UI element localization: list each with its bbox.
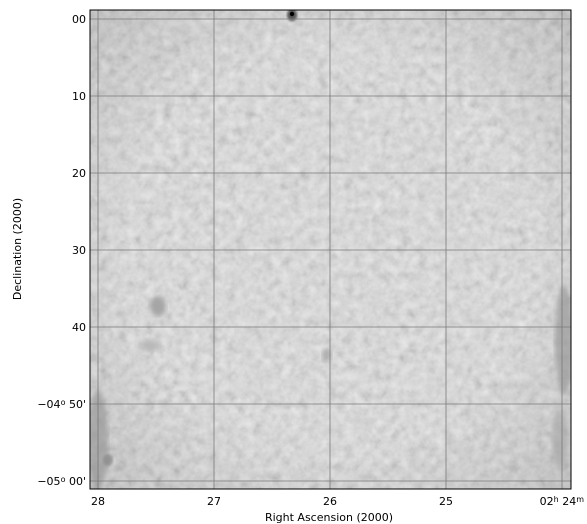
dark-blob-right-low [552,410,568,470]
y-tick-label-5: −04o 50' [37,398,86,411]
y-tick-label-0: 00 [72,13,86,26]
sky-image [90,10,571,489]
bright-source [289,11,295,17]
dark-blob-4 [103,454,113,466]
sky-image-edge-shade [90,10,571,489]
dark-blob-2 [140,339,160,351]
y-tick-label-2: 20 [72,167,86,180]
y-tick-labels: 00 10 20 30 40 −04o 50' −05o 00' [37,13,86,488]
plot-frame [89,9,572,490]
dark-blob-3 [322,348,332,362]
y-axis-label: Declination (2000) [11,198,24,300]
x-axis-label: Right Ascension (2000) [265,511,393,524]
dark-blob-right-edge [555,285,571,395]
y-tick-label-1: 10 [72,90,86,103]
dark-blob-left-edge [90,390,108,489]
y-tick-label-3: 30 [72,244,86,257]
y-tick-label-6: −05o 00' [37,475,86,488]
dark-blob-1 [150,296,166,316]
x-tick-label-4: 02h 24m [540,495,585,508]
x-tick-label-1: 27 [207,495,221,508]
x-tick-label-0: 28 [91,495,105,508]
y-tick-label-4: 40 [72,321,86,334]
x-tick-label-2: 26 [323,495,337,508]
x-tick-label-3: 25 [439,495,453,508]
x-tick-labels: 28 27 26 25 02h 24m [91,495,584,508]
coordinate-grid [90,10,571,489]
